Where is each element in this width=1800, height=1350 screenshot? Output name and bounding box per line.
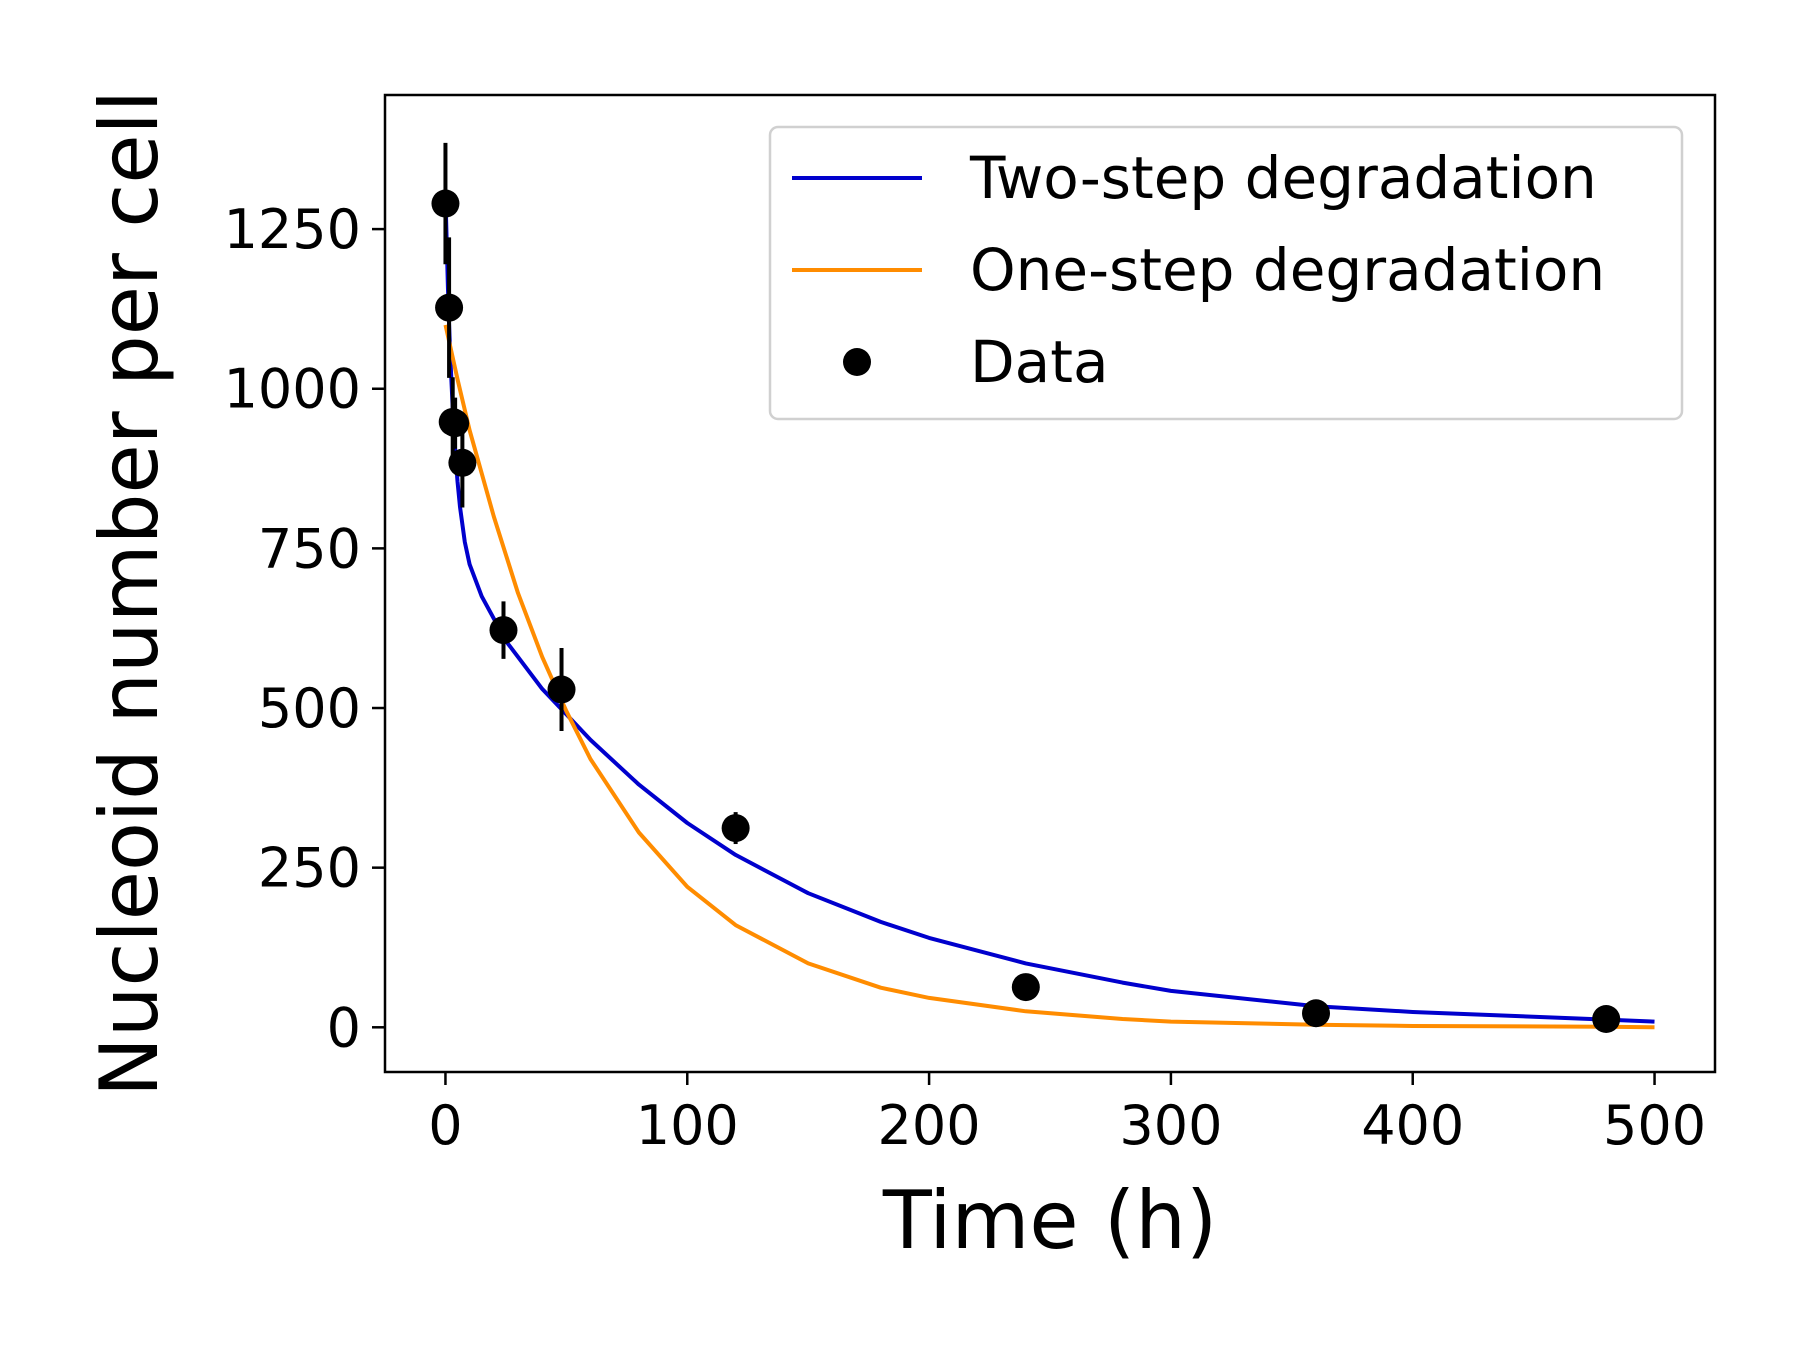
data-point xyxy=(441,409,470,438)
data-point xyxy=(1011,973,1040,1002)
data-point xyxy=(489,616,518,645)
legend-label-one-step: One-step degradation xyxy=(970,236,1605,304)
plot-area xyxy=(431,142,1655,1033)
x-tick-label: 300 xyxy=(1119,1094,1222,1157)
data-point xyxy=(1592,1004,1621,1033)
y-tick-label: 500 xyxy=(258,677,361,740)
x-tick-label: 500 xyxy=(1603,1094,1706,1157)
x-tick-label: 400 xyxy=(1361,1094,1464,1157)
y-tick-label: 250 xyxy=(258,837,361,900)
legend: Two-step degradation One-step degradatio… xyxy=(768,125,1684,421)
y-tick-label: 1000 xyxy=(224,358,361,421)
series-layer xyxy=(431,142,1655,1033)
y-axis: 0 250 500 750 1000 1250 xyxy=(224,198,385,1059)
x-axis: 0 100 200 300 400 500 xyxy=(428,1072,1706,1157)
data-point xyxy=(431,189,460,218)
x-axis-label: Time (h) xyxy=(882,1174,1217,1267)
series-line-1 xyxy=(443,324,1655,1030)
x-tick-label: 100 xyxy=(636,1094,739,1157)
data-point xyxy=(435,293,464,322)
axes-frame xyxy=(383,93,1717,1074)
y-tick-label: 1250 xyxy=(224,198,361,261)
x-tick-label: 0 xyxy=(428,1094,462,1157)
legend-swatch-data xyxy=(843,348,871,376)
legend-label-data: Data xyxy=(970,328,1109,396)
y-tick-label: 0 xyxy=(327,996,361,1059)
legend-label-two-step: Two-step degradation xyxy=(969,144,1597,212)
legend-box xyxy=(768,125,1684,421)
x-tick-label: 200 xyxy=(878,1094,981,1157)
data-point xyxy=(448,448,477,477)
y-tick-label: 750 xyxy=(258,517,361,580)
data-point xyxy=(547,675,576,704)
y-axis-label: Nucleoid number per cell xyxy=(83,90,176,1097)
data-point xyxy=(1302,999,1330,1028)
data-point xyxy=(721,814,750,843)
